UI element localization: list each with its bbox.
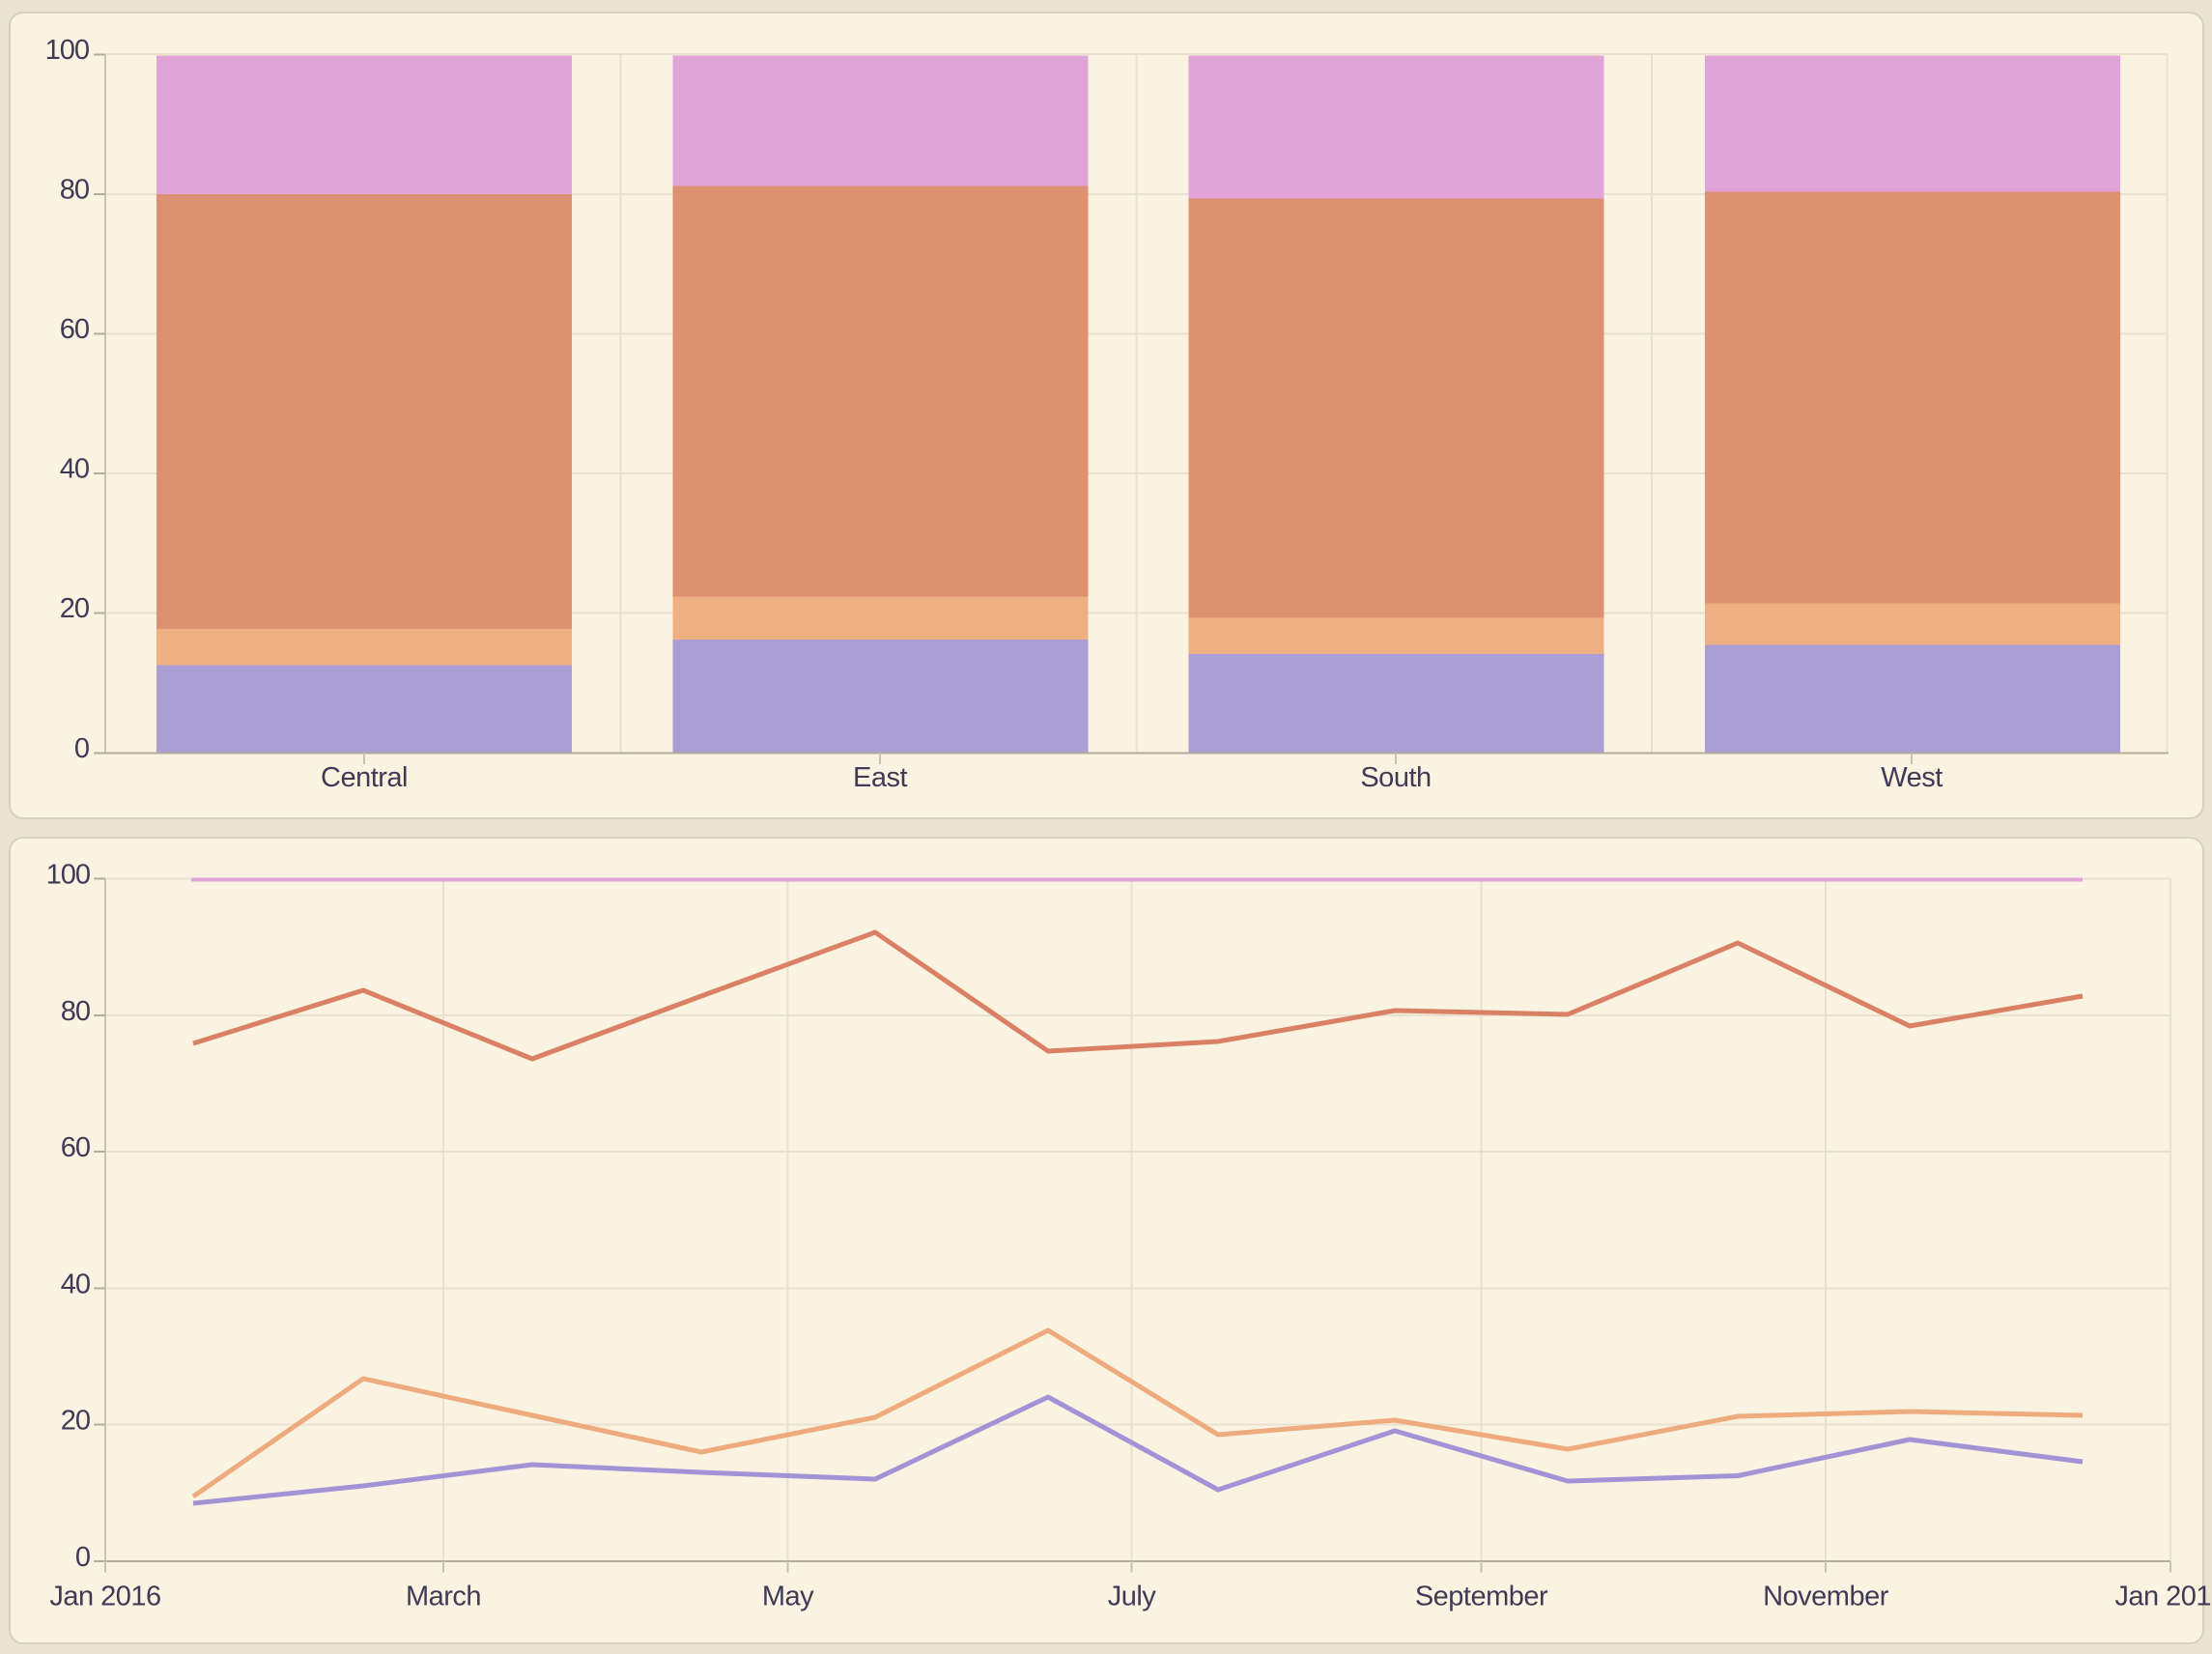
svg-text:40: 40	[60, 454, 89, 485]
svg-text:Central: Central	[321, 762, 408, 793]
svg-text:East: East	[853, 762, 907, 793]
svg-text:March: March	[406, 1582, 481, 1612]
svg-text:20: 20	[61, 1406, 90, 1437]
svg-text:0: 0	[74, 733, 89, 764]
svg-text:0: 0	[75, 1542, 90, 1573]
svg-text:60: 60	[60, 314, 89, 345]
svg-text:South: South	[1360, 762, 1431, 793]
svg-text:40: 40	[61, 1269, 90, 1299]
svg-text:60: 60	[61, 1132, 90, 1163]
svg-text:West: West	[1881, 762, 1943, 793]
svg-text:100: 100	[46, 860, 90, 891]
svg-text:80: 80	[61, 996, 90, 1027]
svg-text:100: 100	[45, 35, 89, 66]
svg-text:Jan 2017: Jan 2017	[2114, 1582, 2212, 1612]
svg-text:September: September	[1415, 1582, 1548, 1612]
svg-text:May: May	[762, 1582, 814, 1612]
svg-text:November: November	[1763, 1582, 1889, 1612]
svg-text:Jan 2016: Jan 2016	[49, 1582, 160, 1612]
svg-text:80: 80	[60, 175, 89, 206]
svg-text:July: July	[1108, 1582, 1157, 1612]
svg-text:20: 20	[60, 593, 89, 624]
